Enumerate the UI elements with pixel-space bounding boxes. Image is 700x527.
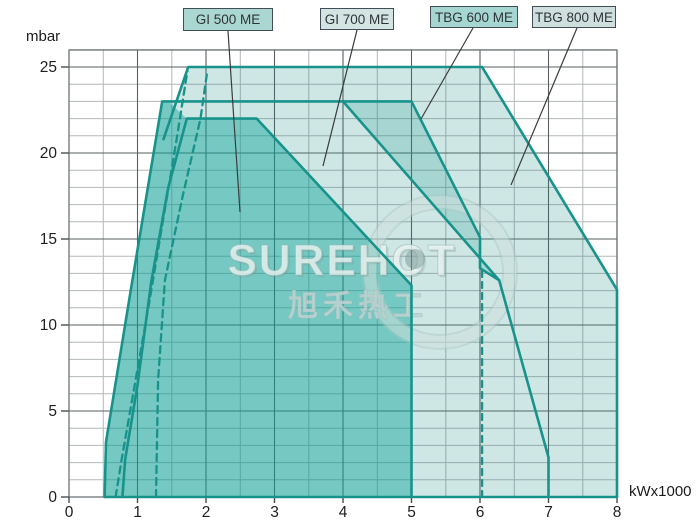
outline-tbg-800-me <box>162 65 619 499</box>
watermark-ring <box>364 196 516 348</box>
y-tick-label: 20 <box>40 145 58 162</box>
leader-line <box>420 27 474 120</box>
series-label-tbg-600-me: TBG 600 ME <box>430 6 518 28</box>
label-leaders <box>227 27 578 213</box>
series-label-gi-700-me: GI 700 ME <box>320 8 394 30</box>
y-tick-label: 10 <box>40 317 58 334</box>
min-limit-tbg-600-me <box>114 69 189 499</box>
x-tick-label: 7 <box>544 504 553 521</box>
y-tick-label: 0 <box>48 489 57 506</box>
region-fills <box>104 67 618 498</box>
leader-line <box>322 29 358 167</box>
x-tick-label: 8 <box>613 504 622 521</box>
leader-line <box>227 30 241 213</box>
watermark-text: SUREHOT <box>227 236 456 285</box>
y-axis-unit-label: mbar <box>26 28 61 45</box>
min-limit-tbg-800-me <box>154 69 209 499</box>
x-tick-label: 6 <box>476 504 485 521</box>
y-tick-label: 25 <box>40 59 57 76</box>
range-outlines <box>103 65 619 499</box>
x-tick-label: 0 <box>65 504 74 521</box>
axis-ticks: 0 5 10 15 20 25 0 1 2 3 4 5 6 7 8 <box>40 59 622 521</box>
leader-line <box>510 27 578 186</box>
outline-gi-700-me <box>103 100 550 499</box>
y-tick-label: 15 <box>40 231 57 248</box>
outline-tbg-600-me <box>341 100 501 282</box>
x-tick-label: 2 <box>202 504 211 521</box>
tbg-light-area <box>104 67 618 497</box>
series-label-tbg-800-me: TBG 800 ME <box>532 6 616 28</box>
x-tick-label: 1 <box>133 504 142 521</box>
x-tick-label: 3 <box>270 504 279 521</box>
x-tick-label: 4 <box>339 504 348 521</box>
gi-dark-area <box>104 101 412 498</box>
x-tick-label: 5 <box>407 504 416 521</box>
series-label-gi-500-me: GI 500 ME <box>183 8 273 31</box>
x-axis-unit-label: kWx1000 <box>629 483 692 500</box>
watermark-logo-flame <box>405 249 425 269</box>
watermark-subtext: 旭禾热工 <box>288 290 428 323</box>
y-tick-label: 5 <box>48 403 57 420</box>
